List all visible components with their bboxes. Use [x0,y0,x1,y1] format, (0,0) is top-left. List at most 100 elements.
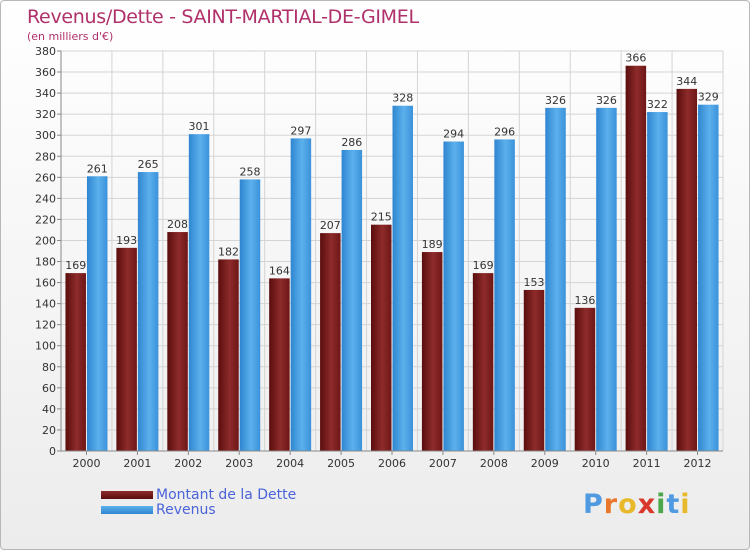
y-tick-label: 0 [49,445,56,458]
bar-revenus [596,107,617,451]
y-tick-label: 40 [42,403,56,416]
data-label-revenus: 294 [443,128,464,141]
bar-dette [676,88,698,451]
logo-letter: i [656,489,667,520]
data-label-revenus: 286 [341,136,362,149]
logo-letter: r [603,489,619,520]
bar-dette [625,65,647,451]
legend-label-revenus: Revenus [156,501,216,518]
bar-dette [269,278,290,451]
data-label-revenus: 328 [392,92,413,105]
bar-dette [218,259,239,451]
bar-revenus [86,176,108,451]
data-label-revenus: 261 [87,162,108,175]
x-tick-label: 2004 [276,457,304,470]
bar-dette [167,232,188,451]
data-label-revenus: 296 [494,125,515,138]
chart-title: Revenus/Dette - SAINT-MARTIAL-DE-GIMEL [27,6,419,28]
bar-dette [523,289,545,451]
data-label-dette: 366 [625,52,646,65]
data-label-dette: 193 [116,234,137,247]
bar-revenus [239,179,261,451]
y-tick-label: 380 [35,45,56,58]
logo-letter: t [666,489,681,520]
x-tick-label: 2005 [327,457,355,470]
y-tick-label: 200 [35,234,56,247]
logo-letter: P [583,489,604,520]
data-label-dette: 153 [524,276,545,289]
data-label-dette: 215 [371,211,392,224]
bar-revenus [698,104,719,452]
x-tick-label: 2006 [378,457,406,470]
proxiti-logo: Proxiti [583,489,691,520]
bar-dette [116,247,137,451]
y-tick-label: 180 [35,256,56,269]
x-tick-label: 2009 [531,457,559,470]
x-tick-label: 2011 [633,457,661,470]
data-label-dette: 164 [269,264,290,277]
x-tick-label: 2007 [429,457,457,470]
bar-revenus [443,141,464,452]
y-tick-label: 340 [35,87,56,100]
y-tick-label: 80 [42,361,56,374]
x-tick-label: 2003 [225,457,253,470]
y-tick-label: 280 [35,150,56,163]
logo-letter: x [637,489,657,520]
data-label-dette: 136 [574,294,595,307]
bar-dette [320,233,341,451]
data-label-revenus: 265 [138,158,159,171]
y-tick-label: 120 [35,319,56,332]
y-tick-label: 220 [35,213,56,226]
data-label-revenus: 326 [545,94,566,107]
bar-dette [574,307,596,451]
y-tick-label: 320 [35,108,56,121]
bar-dette [421,252,443,451]
bar-dette [371,224,392,451]
y-tick-label: 240 [35,192,56,205]
data-label-dette: 182 [218,245,239,258]
data-label-dette: 169 [65,259,86,272]
bar-revenus [494,139,515,451]
legend-item-revenus: Revenus [101,501,296,518]
legend-swatch-debt [101,490,153,499]
data-label-revenus: 301 [189,120,210,133]
y-tick-label: 140 [35,298,56,311]
data-label-revenus: 329 [698,91,719,104]
bar-revenus [188,134,210,451]
bar-revenus [545,107,566,451]
x-tick-label: 2010 [582,457,610,470]
y-tick-label: 100 [35,340,56,353]
y-tick-label: 300 [35,129,56,142]
bar-revenus [392,105,413,451]
bar-revenus [341,149,363,451]
legend: Montant de la Dette Revenus [101,486,297,518]
bar-revenus [137,172,159,452]
legend-item-debt: Montant de la Dette [101,486,297,503]
data-label-revenus: 326 [596,94,617,107]
data-label-revenus: 322 [647,98,668,111]
bar-revenus [647,112,668,451]
x-tick-label: 2001 [123,457,151,470]
logo-letter: o [618,489,638,520]
y-tick-label: 260 [35,171,56,184]
y-tick-label: 360 [35,66,56,79]
bar-revenus [290,138,312,452]
x-tick-label: 2000 [72,457,100,470]
bar-dette [472,273,494,451]
data-label-revenus: 297 [290,124,311,137]
legend-label-debt: Montant de la Dette [156,486,297,503]
y-tick-label: 60 [42,382,56,395]
x-tick-label: 2002 [174,457,202,470]
data-label-dette: 208 [167,218,188,231]
data-label-dette: 189 [422,238,443,251]
data-label-dette: 169 [473,259,494,272]
data-label-dette: 207 [320,219,341,232]
bar-dette [65,273,86,451]
x-tick-label: 2008 [480,457,508,470]
x-tick-label: 2012 [684,457,712,470]
chart-subtitle: (en milliers d'€) [27,30,114,43]
y-tick-label: 160 [35,277,56,290]
logo-letter: i [680,489,691,520]
